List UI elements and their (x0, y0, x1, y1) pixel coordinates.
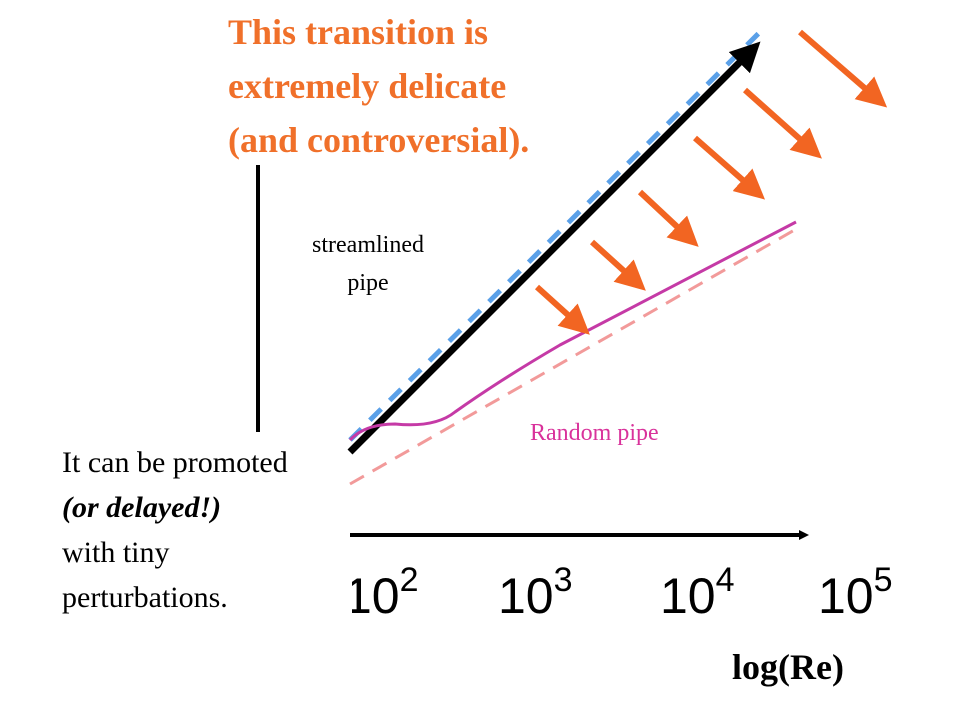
streamlined-pipe-arrow (347, 41, 761, 455)
x-tick-exp-4: 5 (873, 561, 893, 599)
random-pipe-label: Random pipe (530, 420, 659, 446)
x-tick-label-2: 103 (498, 555, 573, 621)
x-tick-exp-2: 3 (553, 561, 573, 599)
streamlined-label-line-1: streamlined (312, 232, 424, 258)
random-pipe-dashed-line (349, 226, 799, 486)
x-tick-exp-1: 2 (399, 561, 419, 599)
x-tick-label-3: 104 (660, 555, 735, 621)
x-tick-exp-3: 4 (715, 561, 735, 599)
x-tick-label-1: 102 (344, 555, 419, 624)
note-line-1: It can be promoted (62, 446, 288, 479)
note-line-4: perturbations. (62, 581, 228, 614)
x-tick-base-4: 10 (818, 568, 874, 624)
x-tick-base-2: 10 (498, 568, 554, 624)
orange-arrow-5 (743, 87, 822, 159)
title-line-2: extremely delicate (228, 66, 507, 106)
streamlined-label-line-2: pipe (347, 270, 389, 296)
orange-arrow-1 (534, 284, 590, 335)
random-pipe-curve (348, 220, 797, 442)
orange-arrow-4 (693, 135, 766, 200)
title-line-1: This transition is (228, 12, 489, 52)
orange-arrow-3 (637, 189, 699, 247)
note-line-2: (or delayed!) (62, 491, 222, 524)
note-line-3: with tiny (62, 536, 170, 569)
streamlined-dashed-line (348, 30, 762, 442)
orange-arrow-6 (798, 29, 888, 108)
x-tick-base-1: 10 (344, 568, 400, 624)
x-tick-base-3: 10 (660, 568, 716, 624)
title-line-3: (and controversial). (228, 120, 530, 160)
orange-arrow-2 (589, 239, 646, 291)
tick-mask (330, 545, 352, 605)
x-tick-label-4: 105 (818, 555, 893, 621)
x-axis-title: log(Re) (732, 647, 844, 687)
